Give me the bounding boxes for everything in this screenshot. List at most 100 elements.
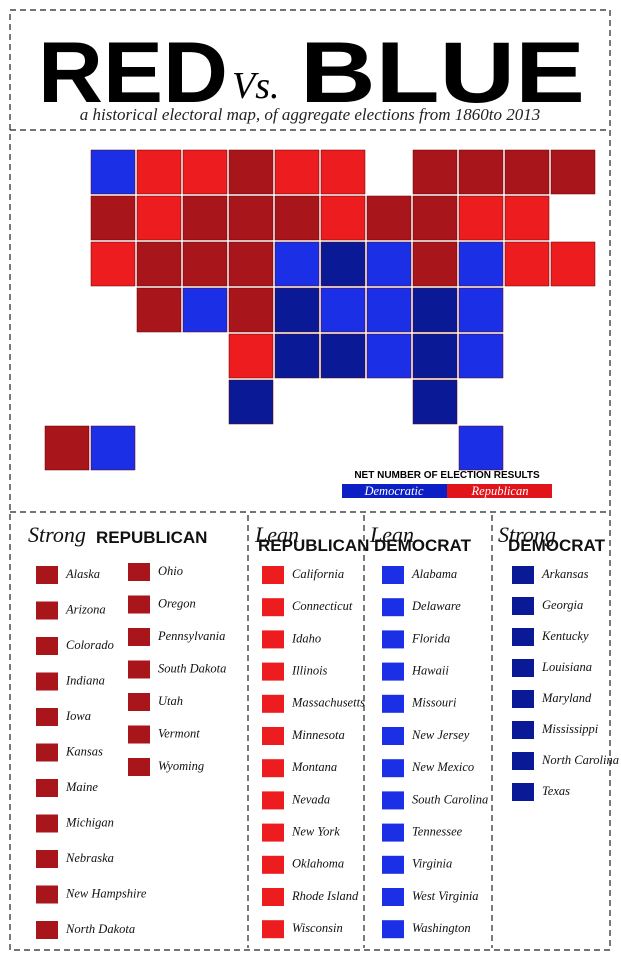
state-name: Tennessee [412, 824, 463, 838]
qualifier: Strong [498, 522, 556, 547]
state-icon [128, 595, 150, 614]
state-icon [262, 791, 284, 810]
state-icon [262, 598, 284, 617]
state-name: Georgia [542, 598, 583, 612]
state-tile [320, 149, 366, 195]
state-name: Utah [158, 694, 183, 708]
state-name: Pennsylvania [157, 629, 225, 643]
state-icon [262, 920, 284, 939]
subtitle: a historical electoral map, of aggregate… [80, 105, 541, 124]
state-tile [366, 241, 412, 287]
state-tile [504, 195, 550, 241]
group-label: REPUBLICAN [96, 528, 207, 547]
state-name: Florida [411, 631, 450, 645]
state-icon [382, 566, 404, 584]
state-icon [36, 708, 58, 726]
state-tile [504, 241, 550, 287]
group-label: DEMOCRAT [374, 536, 472, 555]
state-tile [136, 287, 182, 333]
state-icon [262, 694, 284, 713]
legend-bar [447, 484, 552, 498]
state-name: New Jersey [411, 728, 470, 742]
state-icon [382, 598, 404, 617]
border [9, 9, 611, 951]
state-name: Vermont [158, 726, 200, 740]
state-icon [36, 566, 58, 584]
state-tile [366, 333, 412, 379]
state-icon [512, 690, 534, 708]
state-tile [90, 195, 136, 241]
state-tile [182, 241, 228, 287]
title-red: RED [38, 25, 228, 121]
state-icon [512, 566, 534, 584]
state-tile [458, 287, 504, 333]
state-name: Minnesota [291, 728, 345, 742]
state-tile [90, 149, 136, 195]
state-icon [382, 694, 404, 713]
state-tile [412, 287, 458, 333]
state-icon [382, 855, 404, 874]
state-icon [512, 597, 534, 615]
state-icon [128, 693, 150, 711]
state-tile [274, 149, 320, 195]
state-name: Washington [412, 921, 471, 935]
state-icon [36, 885, 58, 904]
state-icon [36, 850, 58, 868]
state-name: Maryland [541, 691, 592, 705]
state-name: New Hampshire [65, 886, 147, 900]
legend-title: NET NUMBER OF ELECTION RESULTS [354, 470, 540, 481]
state-tile [320, 195, 366, 241]
state-name: Missouri [411, 696, 457, 710]
state-icon [512, 628, 534, 646]
state-name: Idaho [291, 631, 321, 645]
state-tile [550, 149, 596, 195]
state-name: Arizona [65, 602, 106, 616]
state-name: Virginia [412, 857, 452, 871]
state-tile [182, 195, 228, 241]
state-icon [262, 630, 284, 649]
state-icon [262, 855, 284, 874]
state-tile [458, 425, 504, 471]
state-name: South Carolina [412, 792, 488, 806]
state-name: Wyoming [158, 759, 204, 773]
state-name: Nevada [291, 792, 330, 806]
state-name: North Carolina [541, 753, 619, 767]
state-lists: Strong REPUBLICAN Alaska Arizona Colorado Ind… [28, 522, 619, 939]
state-name: Kansas [65, 744, 103, 758]
state-tile [320, 287, 366, 333]
qualifier: Strong [28, 522, 86, 547]
state-name: Mississippi [541, 722, 599, 736]
state-tile [412, 379, 458, 425]
state-name: Montana [291, 760, 337, 774]
state-tile [458, 195, 504, 241]
map [44, 149, 596, 471]
state-icon [382, 920, 404, 939]
state-tile [320, 333, 366, 379]
state-tile [458, 241, 504, 287]
state-tile [412, 195, 458, 241]
state-name: Hawaii [411, 663, 449, 677]
state-name: California [292, 567, 344, 581]
state-icon [382, 727, 404, 745]
state-icon [262, 823, 284, 842]
state-tile [136, 195, 182, 241]
state-tile [228, 241, 274, 287]
state-tile [228, 333, 274, 379]
legend-bar [342, 484, 447, 498]
state-tile [504, 149, 550, 195]
state-icon [262, 566, 284, 584]
state-icon [36, 779, 58, 797]
state-tile [274, 241, 320, 287]
state-name: Delaware [411, 599, 461, 613]
state-tile [274, 195, 320, 241]
state-tile [228, 195, 274, 241]
state-tile [228, 287, 274, 333]
state-icon [128, 758, 150, 776]
state-icon [262, 727, 284, 745]
state-icon [512, 783, 534, 801]
state-name: Maine [65, 780, 98, 794]
state-icon [512, 752, 534, 770]
state-name: Nebraska [65, 851, 114, 865]
state-name: Louisiana [541, 660, 592, 674]
